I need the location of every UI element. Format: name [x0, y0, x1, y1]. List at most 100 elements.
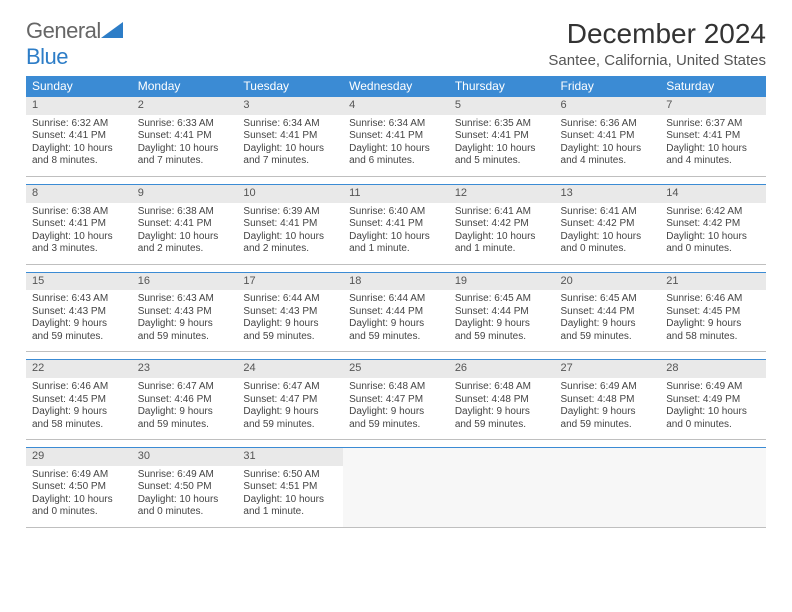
- day-number: 25: [343, 360, 449, 378]
- day-info: Sunrise: 6:49 AMSunset: 4:49 PMDaylight:…: [660, 378, 766, 439]
- day-number: 3: [237, 97, 343, 115]
- sunset-text: Sunset: 4:44 PM: [455, 306, 549, 319]
- daylight-text: Daylight: 10 hours and 4 minutes.: [666, 143, 760, 168]
- sunrise-text: Sunrise: 6:49 AM: [561, 381, 655, 394]
- day-info: Sunrise: 6:38 AMSunset: 4:41 PMDaylight:…: [132, 203, 238, 264]
- sunrise-text: Sunrise: 6:44 AM: [349, 293, 443, 306]
- day-number: 23: [132, 360, 238, 378]
- day-number: 19: [449, 273, 555, 291]
- sunrise-text: Sunrise: 6:34 AM: [349, 118, 443, 131]
- daylight-text: Daylight: 10 hours and 0 minutes.: [561, 231, 655, 256]
- day-info: Sunrise: 6:43 AMSunset: 4:43 PMDaylight:…: [26, 290, 132, 351]
- sunrise-text: Sunrise: 6:47 AM: [243, 381, 337, 394]
- sunrise-text: Sunrise: 6:48 AM: [349, 381, 443, 394]
- day-cell: 31Sunrise: 6:50 AMSunset: 4:51 PMDayligh…: [237, 448, 343, 528]
- day-number: 9: [132, 185, 238, 203]
- week-row: 8Sunrise: 6:38 AMSunset: 4:41 PMDaylight…: [26, 184, 766, 264]
- day-cell: 20Sunrise: 6:45 AMSunset: 4:44 PMDayligh…: [555, 272, 661, 352]
- sunset-text: Sunset: 4:50 PM: [32, 481, 126, 494]
- sunrise-text: Sunrise: 6:46 AM: [666, 293, 760, 306]
- day-cell: 16Sunrise: 6:43 AMSunset: 4:43 PMDayligh…: [132, 272, 238, 352]
- daylight-text: Daylight: 9 hours and 59 minutes.: [243, 318, 337, 343]
- day-info: Sunrise: 6:41 AMSunset: 4:42 PMDaylight:…: [555, 203, 661, 264]
- daylight-text: Daylight: 10 hours and 4 minutes.: [561, 143, 655, 168]
- day-info: Sunrise: 6:41 AMSunset: 4:42 PMDaylight:…: [449, 203, 555, 264]
- day-info: Sunrise: 6:49 AMSunset: 4:50 PMDaylight:…: [26, 466, 132, 527]
- week-row: 22Sunrise: 6:46 AMSunset: 4:45 PMDayligh…: [26, 360, 766, 440]
- sunset-text: Sunset: 4:45 PM: [32, 394, 126, 407]
- sunrise-text: Sunrise: 6:49 AM: [138, 469, 232, 482]
- sunset-text: Sunset: 4:45 PM: [666, 306, 760, 319]
- day-cell: 17Sunrise: 6:44 AMSunset: 4:43 PMDayligh…: [237, 272, 343, 352]
- sunrise-text: Sunrise: 6:45 AM: [455, 293, 549, 306]
- sunrise-text: Sunrise: 6:40 AM: [349, 206, 443, 219]
- sunrise-text: Sunrise: 6:35 AM: [455, 118, 549, 131]
- sunrise-text: Sunrise: 6:43 AM: [138, 293, 232, 306]
- sunrise-text: Sunrise: 6:34 AM: [243, 118, 337, 131]
- day-cell: 3Sunrise: 6:34 AMSunset: 4:41 PMDaylight…: [237, 97, 343, 177]
- week-row: 1Sunrise: 6:32 AMSunset: 4:41 PMDaylight…: [26, 97, 766, 177]
- sunset-text: Sunset: 4:41 PM: [349, 218, 443, 231]
- day-cell: 8Sunrise: 6:38 AMSunset: 4:41 PMDaylight…: [26, 184, 132, 264]
- day-number: 31: [237, 448, 343, 466]
- sunrise-text: Sunrise: 6:32 AM: [32, 118, 126, 131]
- day-cell: 29Sunrise: 6:49 AMSunset: 4:50 PMDayligh…: [26, 448, 132, 528]
- day-cell: [555, 448, 661, 528]
- daylight-text: Daylight: 9 hours and 59 minutes.: [561, 318, 655, 343]
- day-info: Sunrise: 6:35 AMSunset: 4:41 PMDaylight:…: [449, 115, 555, 176]
- sunset-text: Sunset: 4:41 PM: [138, 130, 232, 143]
- sunrise-text: Sunrise: 6:43 AM: [32, 293, 126, 306]
- day-cell: 23Sunrise: 6:47 AMSunset: 4:46 PMDayligh…: [132, 360, 238, 440]
- sunset-text: Sunset: 4:43 PM: [243, 306, 337, 319]
- daylight-text: Daylight: 9 hours and 58 minutes.: [32, 406, 126, 431]
- daylight-text: Daylight: 10 hours and 1 minute.: [455, 231, 549, 256]
- daylight-text: Daylight: 9 hours and 59 minutes.: [138, 406, 232, 431]
- sunrise-text: Sunrise: 6:45 AM: [561, 293, 655, 306]
- day-number: 26: [449, 360, 555, 378]
- daylight-text: Daylight: 9 hours and 59 minutes.: [455, 406, 549, 431]
- logo-triangle-icon: [101, 22, 123, 38]
- sunrise-text: Sunrise: 6:49 AM: [32, 469, 126, 482]
- daylight-text: Daylight: 10 hours and 3 minutes.: [32, 231, 126, 256]
- sunset-text: Sunset: 4:47 PM: [243, 394, 337, 407]
- day-number: 18: [343, 273, 449, 291]
- weekday-header: Tuesday: [237, 76, 343, 97]
- day-number: 16: [132, 273, 238, 291]
- day-number: 13: [555, 185, 661, 203]
- day-info: Sunrise: 6:47 AMSunset: 4:47 PMDaylight:…: [237, 378, 343, 439]
- sunrise-text: Sunrise: 6:38 AM: [32, 206, 126, 219]
- day-info: Sunrise: 6:38 AMSunset: 4:41 PMDaylight:…: [26, 203, 132, 264]
- sunset-text: Sunset: 4:48 PM: [455, 394, 549, 407]
- day-number: 6: [555, 97, 661, 115]
- daylight-text: Daylight: 9 hours and 59 minutes.: [455, 318, 549, 343]
- sunset-text: Sunset: 4:42 PM: [455, 218, 549, 231]
- day-cell: 22Sunrise: 6:46 AMSunset: 4:45 PMDayligh…: [26, 360, 132, 440]
- sunrise-text: Sunrise: 6:41 AM: [561, 206, 655, 219]
- sunset-text: Sunset: 4:41 PM: [349, 130, 443, 143]
- day-cell: 27Sunrise: 6:49 AMSunset: 4:48 PMDayligh…: [555, 360, 661, 440]
- day-info: Sunrise: 6:49 AMSunset: 4:50 PMDaylight:…: [132, 466, 238, 527]
- day-cell: 14Sunrise: 6:42 AMSunset: 4:42 PMDayligh…: [660, 184, 766, 264]
- sunset-text: Sunset: 4:42 PM: [666, 218, 760, 231]
- day-number: 7: [660, 97, 766, 115]
- sunrise-text: Sunrise: 6:50 AM: [243, 469, 337, 482]
- day-cell: 12Sunrise: 6:41 AMSunset: 4:42 PMDayligh…: [449, 184, 555, 264]
- day-number: 2: [132, 97, 238, 115]
- day-cell: 25Sunrise: 6:48 AMSunset: 4:47 PMDayligh…: [343, 360, 449, 440]
- week-spacer: [26, 352, 766, 360]
- week-row: 15Sunrise: 6:43 AMSunset: 4:43 PMDayligh…: [26, 272, 766, 352]
- day-info: Sunrise: 6:37 AMSunset: 4:41 PMDaylight:…: [660, 115, 766, 176]
- day-cell: [343, 448, 449, 528]
- day-number: 24: [237, 360, 343, 378]
- day-info: Sunrise: 6:47 AMSunset: 4:46 PMDaylight:…: [132, 378, 238, 439]
- weekday-header: Saturday: [660, 76, 766, 97]
- calendar-body: 1Sunrise: 6:32 AMSunset: 4:41 PMDaylight…: [26, 97, 766, 528]
- daylight-text: Daylight: 9 hours and 59 minutes.: [32, 318, 126, 343]
- day-info: Sunrise: 6:42 AMSunset: 4:42 PMDaylight:…: [660, 203, 766, 264]
- daylight-text: Daylight: 10 hours and 6 minutes.: [349, 143, 443, 168]
- daylight-text: Daylight: 10 hours and 0 minutes.: [666, 406, 760, 431]
- day-number: 14: [660, 185, 766, 203]
- month-title: December 2024: [548, 18, 766, 50]
- day-number: 20: [555, 273, 661, 291]
- sunset-text: Sunset: 4:41 PM: [561, 130, 655, 143]
